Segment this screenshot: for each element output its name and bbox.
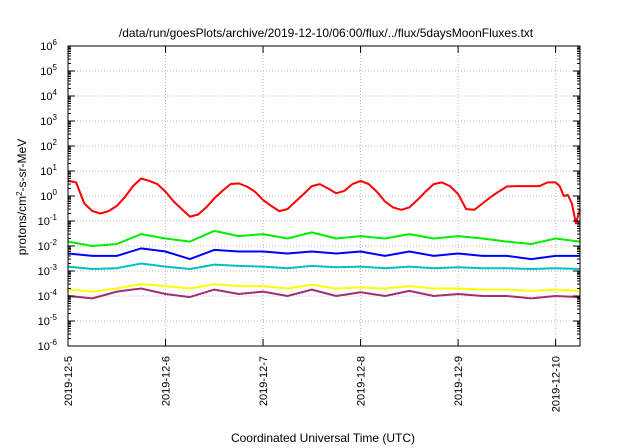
y-tick-exponent: -2 [50, 238, 58, 247]
chart-title: /data/run/goesPlots/archive/2019-12-10/0… [119, 26, 534, 40]
y-tick-base: 10 [38, 291, 50, 303]
x-tick-label: 2019-12-9 [453, 356, 465, 406]
y-tick-exponent: -1 [50, 213, 58, 222]
series-line-4 [67, 262, 581, 270]
y-tick-label: 101 [40, 163, 57, 178]
y-tick-label: 10-3 [38, 263, 58, 278]
y-tick-base: 10 [38, 341, 50, 353]
y-tick-label: 10-4 [38, 288, 58, 303]
x-tick-label: 2019-12-10 [551, 356, 563, 412]
y-tick-base: 10 [38, 216, 50, 228]
x-tick-label: 2019-12-8 [356, 356, 368, 406]
y-tick-base: 10 [40, 91, 52, 103]
y-tick-exponent: 5 [53, 63, 58, 72]
y-tick-label: 10-5 [38, 313, 58, 328]
y-tick-base: 10 [40, 66, 52, 78]
y-tick-label: 102 [40, 138, 57, 153]
x-ticks: 2019-12-5 2019-12-6 2019-12-7 2019-12-8 2019… [63, 46, 563, 412]
y-tick-base: 10 [38, 266, 50, 278]
y-tick-exponent: 6 [53, 38, 58, 47]
x-tick-label: 2019-12-5 [63, 356, 75, 406]
y-ticks: 10-610-510-410-310-210-11001011021031041… [38, 38, 580, 353]
y-tick-label: 106 [40, 38, 57, 53]
y-tick-exponent: 1 [53, 163, 58, 172]
y-tick-base: 10 [40, 141, 52, 153]
y-tick-label: 104 [40, 88, 57, 103]
y-tick-base: 10 [40, 166, 52, 178]
y-tick-exponent: 2 [53, 138, 58, 147]
y-tick-exponent: 4 [53, 88, 58, 97]
y-tick-label: 10-1 [38, 213, 58, 228]
y-tick-label: 103 [40, 113, 57, 128]
y-tick-label: 105 [40, 63, 57, 78]
y-tick-base: 10 [38, 241, 50, 253]
y-tick-exponent: -5 [50, 313, 58, 322]
y-tick-exponent: -6 [50, 338, 58, 347]
y-tick-exponent: -3 [50, 263, 58, 272]
x-tick-label: 2019-12-6 [161, 356, 173, 406]
y-tick-label: 10-2 [38, 238, 58, 253]
y-tick-base: 10 [40, 41, 52, 53]
y-tick-exponent: -4 [50, 288, 58, 297]
y-axis-label-superscript: 2 [15, 191, 24, 196]
y-tick-base: 10 [40, 191, 52, 203]
y-axis-label: protons/cm2-s-sr-MeV [15, 139, 29, 255]
series-line-6 [67, 287, 581, 300]
x-axis-label: Coordinated Universal Time (UTC) [231, 431, 415, 445]
series-line-3 [67, 247, 580, 261]
y-tick-exponent: 0 [53, 188, 58, 197]
series-line-2 [67, 229, 581, 247]
series-line-1 [67, 177, 581, 225]
y-axis-label-suffix: -s-sr-MeV [15, 139, 29, 192]
x-tick-label: 2019-12-7 [258, 356, 270, 406]
y-tick-label: 10-6 [38, 338, 58, 353]
y-tick-base: 10 [38, 316, 50, 328]
y-tick-base: 10 [40, 116, 52, 128]
y-tick-exponent: 3 [53, 113, 58, 122]
series-group [67, 177, 581, 300]
series-line-5 [67, 283, 581, 293]
y-tick-label: 100 [40, 188, 57, 203]
y-axis-label-prefix: protons/cm [15, 196, 29, 255]
